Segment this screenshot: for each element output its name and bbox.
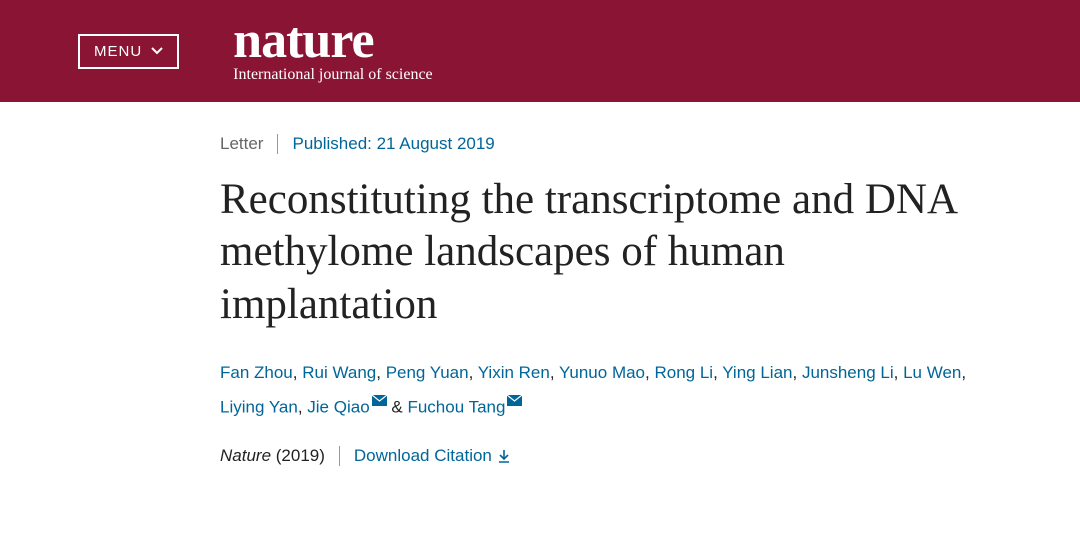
author-link[interactable]: Fuchou Tang xyxy=(407,397,505,416)
menu-button[interactable]: MENU xyxy=(78,34,179,69)
divider xyxy=(339,446,340,466)
author-link[interactable]: Liying Yan xyxy=(220,397,298,416)
author-link[interactable]: Ying Lian xyxy=(722,363,792,382)
article-meta-row: Letter Published: 21 August 2019 xyxy=(220,134,1002,154)
author-link[interactable]: Lu Wen xyxy=(903,363,961,382)
brand-tagline: International journal of science xyxy=(233,66,432,84)
article-content: Letter Published: 21 August 2019 Reconst… xyxy=(0,102,1080,486)
download-citation-label: Download Citation xyxy=(354,446,492,466)
author-link[interactable]: Jie Qiao xyxy=(307,397,369,416)
author-link[interactable]: Peng Yuan xyxy=(386,363,469,382)
download-icon xyxy=(498,449,510,463)
author-link[interactable]: Rong Li xyxy=(654,363,713,382)
chevron-down-icon xyxy=(151,47,163,55)
journal-ref: Nature (2019) xyxy=(220,446,325,466)
mail-icon xyxy=(372,387,387,398)
journal-year: (2019) xyxy=(276,446,325,465)
brand-name: nature xyxy=(233,18,432,65)
divider xyxy=(277,134,278,154)
download-citation-link[interactable]: Download Citation xyxy=(354,446,510,466)
author-link[interactable]: Yunuo Mao xyxy=(559,363,645,382)
author-list: Fan Zhou, Rui Wang, Peng Yuan, Yixin Ren… xyxy=(220,359,1002,420)
author-link[interactable]: Fan Zhou xyxy=(220,363,293,382)
published-date: Published: 21 August 2019 xyxy=(292,134,494,154)
mail-icon xyxy=(507,387,522,398)
journal-name: Nature xyxy=(220,446,271,465)
author-link[interactable]: Rui Wang xyxy=(302,363,376,382)
author-link[interactable]: Junsheng Li xyxy=(802,363,894,382)
author-link[interactable]: Yixin Ren xyxy=(478,363,550,382)
menu-label: MENU xyxy=(94,43,142,60)
article-type: Letter xyxy=(220,134,263,154)
site-header: MENU nature International journal of sci… xyxy=(0,0,1080,102)
citation-row: Nature (2019) Download Citation xyxy=(220,446,1002,466)
article-title: Reconstituting the transcriptome and DNA… xyxy=(220,174,1002,331)
brand-block[interactable]: nature International journal of science xyxy=(233,18,432,85)
